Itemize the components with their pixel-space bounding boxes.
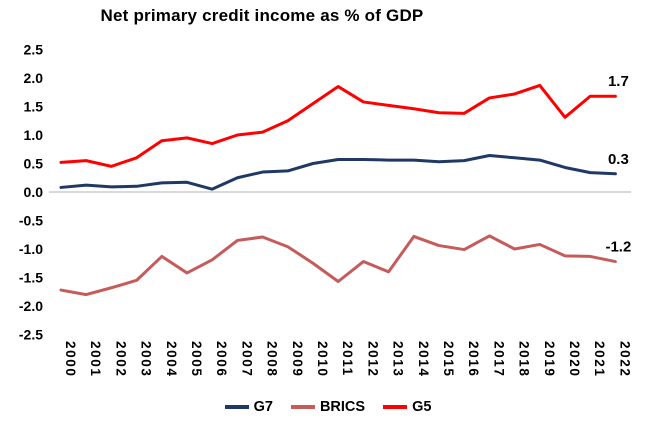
x-axis-tick-label: 2019 <box>542 341 557 377</box>
series-end-label-brics: -1.2 <box>605 239 631 256</box>
x-axis-tick-label: 2004 <box>164 341 179 377</box>
series-line-g5 <box>59 83 617 168</box>
y-axis-tick-label: 1.0 <box>24 127 44 143</box>
y-axis-tick-label: -0.5 <box>19 213 43 229</box>
zero-axis-line <box>49 191 631 193</box>
legend-item-g5: G5 <box>383 399 431 415</box>
y-axis-tick-label: -1.5 <box>19 270 43 286</box>
x-axis-tick-label: 2009 <box>290 341 305 377</box>
legend-item-g7: G7 <box>224 399 273 415</box>
x-axis-tick-label: 2017 <box>491 341 506 377</box>
legend-label-g7: G7 <box>253 399 273 415</box>
x-axis-tick-label: 2002 <box>113 341 128 377</box>
y-axis-tick-label: 2.5 <box>24 42 44 58</box>
legend-swatch-g7-icon <box>224 405 249 409</box>
x-axis-tick-label: 2022 <box>617 341 632 377</box>
x-axis-tick-label: 2005 <box>189 341 204 377</box>
legend-swatch-brics-icon <box>290 405 315 409</box>
legend-item-brics: BRICS <box>290 399 366 415</box>
legend: G7 BRICS G5 <box>0 399 656 415</box>
x-axis-tick-label: 2000 <box>63 341 78 377</box>
x-axis-tick-label: 2018 <box>517 341 532 377</box>
x-axis-tick-label: 2010 <box>315 341 330 377</box>
x-axis-tick-label: 2007 <box>239 341 254 377</box>
series-end-label-g7: 0.3 <box>608 151 629 168</box>
y-axis-tick-label: 0.0 <box>24 184 44 200</box>
x-axis-tick-label: 2014 <box>416 341 431 377</box>
series-end-label-g5: 1.7 <box>608 73 629 90</box>
x-axis-tick-label: 2001 <box>88 341 103 377</box>
legend-label-g5: G5 <box>412 399 432 415</box>
y-axis-tick-label: 2.0 <box>24 70 44 86</box>
y-axis-tick-label: 0.5 <box>24 156 44 172</box>
x-axis-tick-label: 2006 <box>214 341 229 377</box>
legend-label-brics: BRICS <box>319 399 366 415</box>
plot-area: 2.5 2.0 1.5 1.0 0.5 0.0 -0.5 -1.0 -1.5 -2.0 -2.5 20… <box>19 42 633 378</box>
x-axis-tick-label: 2003 <box>139 341 154 377</box>
y-axis-tick-label: 1.5 <box>24 99 44 115</box>
series-line-g7 <box>59 154 617 191</box>
y-axis-tick-label: -1.0 <box>19 241 43 257</box>
x-axis-tick-label: 2012 <box>365 341 380 377</box>
x-axis-tick-label: 2015 <box>441 341 456 377</box>
x-axis-tick-label: 2013 <box>391 341 406 377</box>
x-axis-tick-label: 2016 <box>466 341 481 377</box>
x-axis-tick-label: 2011 <box>340 341 355 377</box>
x-axis-tick-label: 2021 <box>592 341 607 377</box>
legend-swatch-g5-icon <box>383 405 408 409</box>
series-line-brics <box>59 234 617 297</box>
x-axis-tick-label: 2020 <box>567 341 582 377</box>
chart-title: Net primary credit income as % of GDP <box>100 6 424 25</box>
x-axis-tick-label: 2008 <box>265 341 280 377</box>
y-axis-tick-label: -2.5 <box>19 327 43 343</box>
y-axis-tick-label: -2.0 <box>19 298 43 314</box>
